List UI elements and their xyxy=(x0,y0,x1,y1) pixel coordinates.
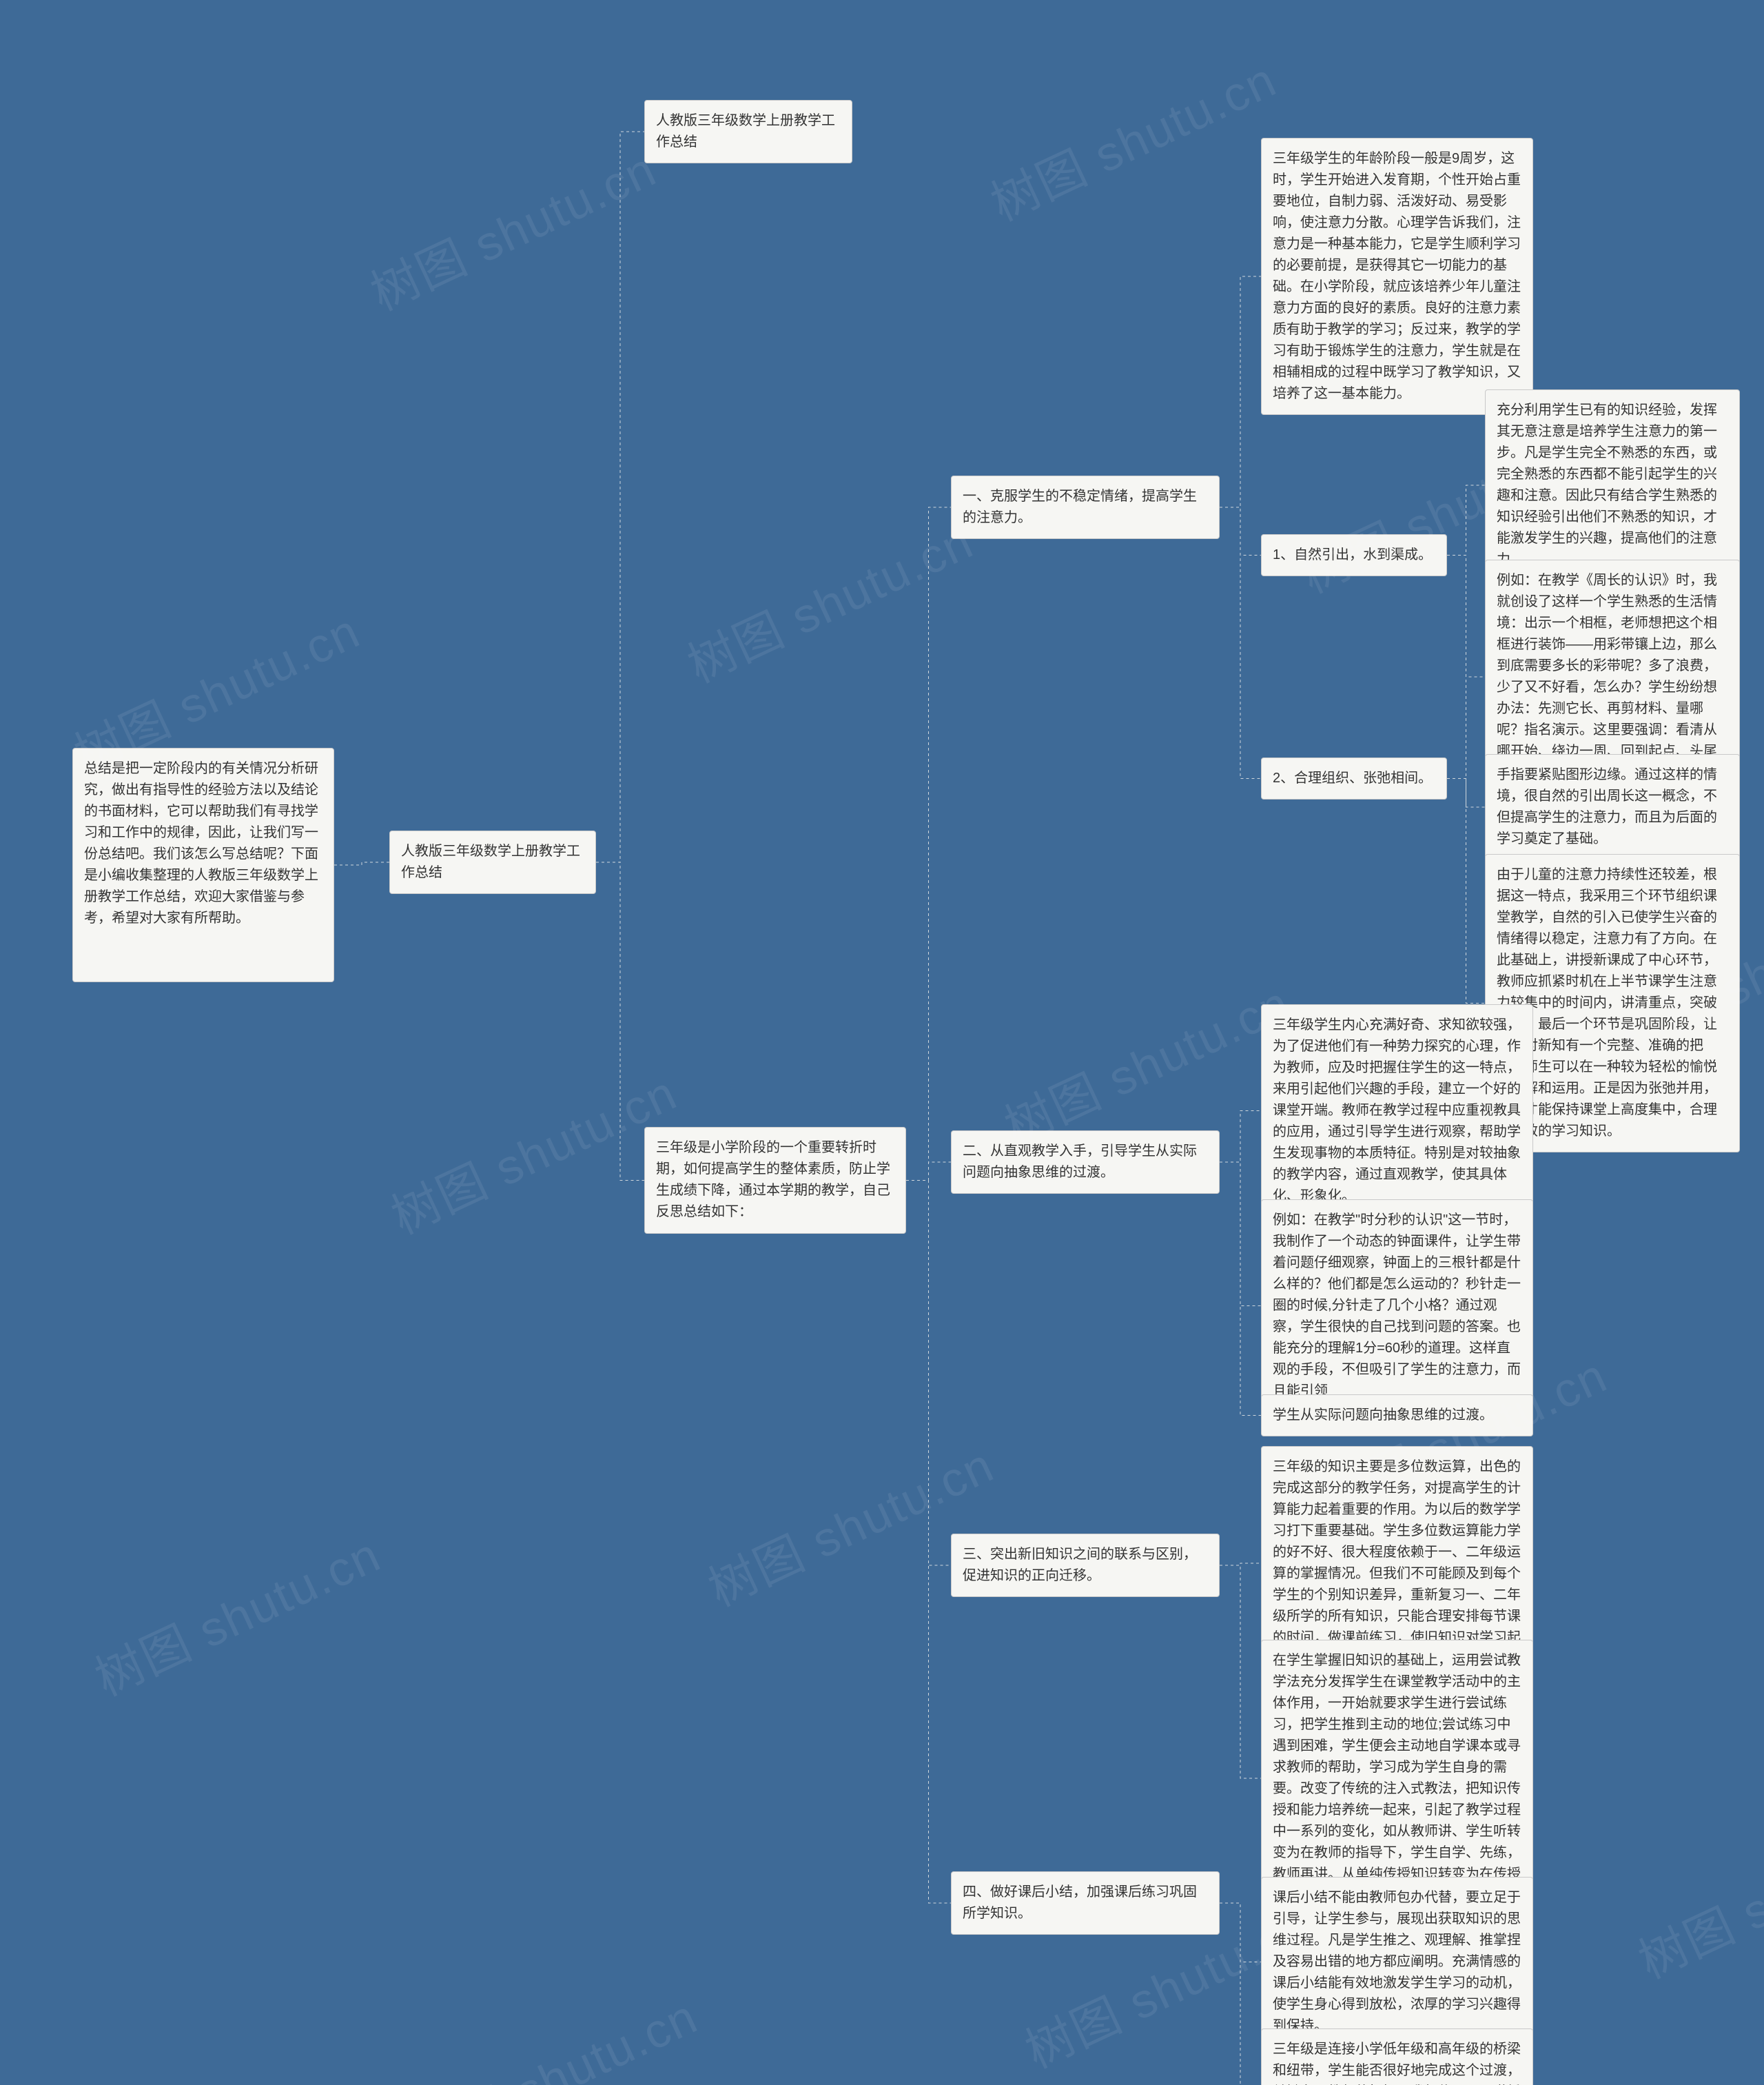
node-sub-1-detail-c: 手指要紧贴图形边缘。通过这样的情境，很自然的引出周长这一概念，不但提高学生的注意… xyxy=(1485,754,1740,860)
node-para-9: 三年级是连接小学低年级和高年级的桥梁和纽带，学生能否很好地完成这个过渡，关键在于… xyxy=(1261,2028,1533,2085)
watermark: 树图 shutu.cn xyxy=(83,1516,391,1709)
watermark: 树图 shutu.cn xyxy=(675,503,983,696)
node-para-7: 在学生掌握旧知识的基础上，运用尝试教学法充分发挥学生在课堂教学活动中的主体作用，… xyxy=(1261,1640,1533,1917)
watermark: 树图 shutu.cn xyxy=(400,1978,708,2085)
watermark: 树图 shutu.cn xyxy=(358,131,666,324)
node-para-3: 三年级学生内心充满好奇、求知欲较强，为了促进他们有一种势力探究的心理，作为教师，… xyxy=(1261,1004,1533,1217)
watermark: 树图 shutu.cn xyxy=(1626,1799,1764,1992)
node-sub-2: 2、合理组织、张弛相间。 xyxy=(1261,757,1447,800)
node-section-1: 一、克服学生的不稳定情绪，提高学生的注意力。 xyxy=(951,476,1220,539)
node-para-8: 课后小结不能由教师包办代替，要立足于引导，让学生参与，展现出获取知识的思维过程。… xyxy=(1261,1877,1533,2047)
watermark: 树图 shutu.cn xyxy=(379,1055,687,1248)
node-section-2: 二、从直观教学入手，引导学生从实际问题向抽象思维的过渡。 xyxy=(951,1130,1220,1194)
node-para-1: 三年级学生的年龄阶段一般是9周岁，这时，学生开始进入发育期，个性开始占重要地位，… xyxy=(1261,138,1533,415)
mindmap-canvas: 总结是把一定阶段内的有关情况分析研究，做出有指导性的经验方法以及结论的书面材料，… xyxy=(0,0,1764,2085)
node-para-4: 例如：在教学"时分秒的认识"这一节时，我制作了一个动态的钟面课件，让学生带着问题… xyxy=(1261,1199,1533,1412)
node-root: 人教版三年级数学上册教学工作总结 xyxy=(389,831,596,894)
node-section-3: 三、突出新旧知识之间的联系与区别，促进知识的正向迁移。 xyxy=(951,1534,1220,1597)
node-sub-1-detail-a: 充分利用学生已有的知识经验，发挥其无意注意是培养学生注意力的第一步。凡是学生完全… xyxy=(1485,389,1740,581)
node-reflection: 三年级是小学阶段的一个重要转折时期，如何提高学生的整体素质，防止学生成绩下降，通… xyxy=(644,1127,906,1234)
node-intro: 总结是把一定阶段内的有关情况分析研究，做出有指导性的经验方法以及结论的书面材料，… xyxy=(72,748,334,982)
node-section-4: 四、做好课后小结，加强课后练习巩固所学知识。 xyxy=(951,1871,1220,1935)
watermark: 树图 shutu.cn xyxy=(992,965,1300,1158)
node-title-branch: 人教版三年级数学上册教学工作总结 xyxy=(644,100,852,163)
watermark: 树图 shutu.cn xyxy=(978,41,1286,234)
node-para-5: 学生从实际问题向抽象思维的过渡。 xyxy=(1261,1394,1533,1436)
node-sub-1: 1、自然引出，水到渠成。 xyxy=(1261,534,1447,576)
